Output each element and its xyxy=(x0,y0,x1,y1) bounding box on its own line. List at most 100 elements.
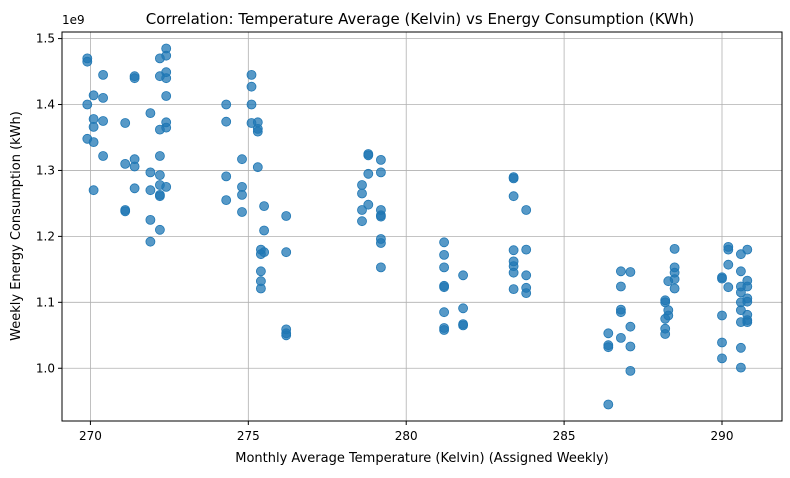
scatter-point xyxy=(161,122,172,133)
scatter-point xyxy=(742,296,753,307)
y-tick-label: 1.4 xyxy=(36,98,55,112)
scatter-point xyxy=(161,50,172,61)
scatter-point xyxy=(625,267,636,277)
points-layer xyxy=(82,43,753,410)
x-tick-label: 280 xyxy=(395,429,418,443)
scatter-point xyxy=(669,243,680,254)
scatter-point xyxy=(88,137,99,148)
y-offset-label: 1e9 xyxy=(62,13,85,27)
scatter-point xyxy=(736,287,746,298)
scatter-point xyxy=(375,238,386,248)
scatter-point xyxy=(508,284,519,295)
scatter-point xyxy=(98,116,108,126)
y-tick-label: 1.0 xyxy=(36,361,55,375)
scatter-point xyxy=(255,266,266,277)
grid-layer xyxy=(62,32,782,421)
chart-title: Correlation: Temperature Average (Kelvin… xyxy=(146,10,694,28)
scatter-point xyxy=(669,283,680,294)
x-tick-label: 270 xyxy=(79,429,102,443)
scatter-point xyxy=(723,244,734,255)
scatter-point xyxy=(154,170,165,181)
scatter-point xyxy=(129,73,140,84)
scatter-point xyxy=(98,70,108,80)
scatter-point xyxy=(120,158,131,169)
scatter-point xyxy=(255,283,266,294)
scatter-point xyxy=(717,337,727,348)
scatter-point xyxy=(120,118,131,128)
scatter-point xyxy=(98,93,108,103)
plot-frame xyxy=(61,31,783,422)
scatter-point xyxy=(237,189,247,200)
scatter-point xyxy=(375,262,386,273)
scatter-point xyxy=(357,205,367,215)
scatter-point xyxy=(439,282,450,293)
scatter-point xyxy=(603,328,614,339)
scatter-point xyxy=(357,188,367,199)
scatter-point xyxy=(363,199,374,210)
scatter-point xyxy=(603,342,614,353)
scatter-point xyxy=(145,214,156,225)
scatter-point xyxy=(221,99,232,110)
scatter-point xyxy=(129,161,140,172)
scatter-point xyxy=(439,249,450,260)
scatter-point xyxy=(458,270,469,281)
scatter-point xyxy=(252,162,263,173)
scatter-point xyxy=(508,267,519,278)
scatter-point xyxy=(439,237,450,248)
scatter-point xyxy=(154,224,165,235)
scatter-point xyxy=(723,259,734,270)
scatter-point xyxy=(717,353,727,364)
scatter-point xyxy=(237,154,247,165)
scatter-point xyxy=(616,266,626,277)
scatter-point xyxy=(717,310,727,321)
scatter-point xyxy=(439,307,450,318)
scatter-point xyxy=(88,122,99,132)
scatter-point xyxy=(616,332,626,343)
scatter-point xyxy=(439,262,450,273)
scatter-point xyxy=(508,191,519,202)
scatter-point xyxy=(742,317,753,328)
y-tick-label: 1.5 xyxy=(36,32,55,46)
y-tick-label: 1.1 xyxy=(36,295,55,309)
x-tick-label: 275 xyxy=(237,429,260,443)
scatter-point xyxy=(88,90,99,101)
scatter-point xyxy=(161,181,172,192)
scatter-point xyxy=(120,206,131,217)
scatter-point xyxy=(246,70,257,80)
scatter-point xyxy=(281,211,292,221)
scatter-point xyxy=(742,281,753,292)
scatter-point xyxy=(259,201,270,212)
scatter-point xyxy=(736,342,746,353)
scatter-point xyxy=(145,108,156,118)
scatter-point xyxy=(663,310,674,321)
scatter-point xyxy=(154,151,165,161)
axes-layer: 270 275 280 285 290 1.0 1.1 1.2 1.3 1.4 1.5 xyxy=(36,32,734,443)
scatter-point xyxy=(625,365,636,376)
scatter-point xyxy=(357,180,367,190)
scatter-point xyxy=(616,281,626,292)
scatter-point xyxy=(521,244,532,255)
scatter-point xyxy=(375,167,386,178)
scatter-point xyxy=(616,307,626,318)
scatter-point xyxy=(521,205,532,215)
scatter-point xyxy=(723,282,734,293)
scatter-point xyxy=(603,399,614,410)
x-tick-label: 290 xyxy=(711,429,734,443)
scatter-point xyxy=(736,362,746,373)
scatter-point xyxy=(221,171,232,182)
scatter-point xyxy=(246,99,257,110)
scatter-point xyxy=(625,341,636,352)
scatter-point xyxy=(357,216,367,227)
scatter-point xyxy=(82,56,93,67)
scatter-point xyxy=(508,245,519,256)
scatter-point xyxy=(439,325,450,335)
scatter-point xyxy=(508,173,519,184)
scatter-point xyxy=(259,225,270,236)
scatter-point xyxy=(363,168,374,179)
scatter-point xyxy=(259,247,270,258)
scatter-point xyxy=(161,91,172,101)
scatter-point xyxy=(82,99,93,110)
scatter-point xyxy=(221,195,232,206)
